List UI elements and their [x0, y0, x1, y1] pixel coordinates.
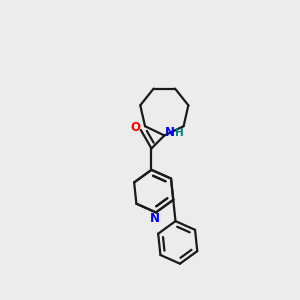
Text: N: N: [149, 212, 160, 226]
Text: H: H: [176, 128, 184, 138]
Text: N: N: [165, 126, 175, 139]
Text: O: O: [130, 121, 140, 134]
